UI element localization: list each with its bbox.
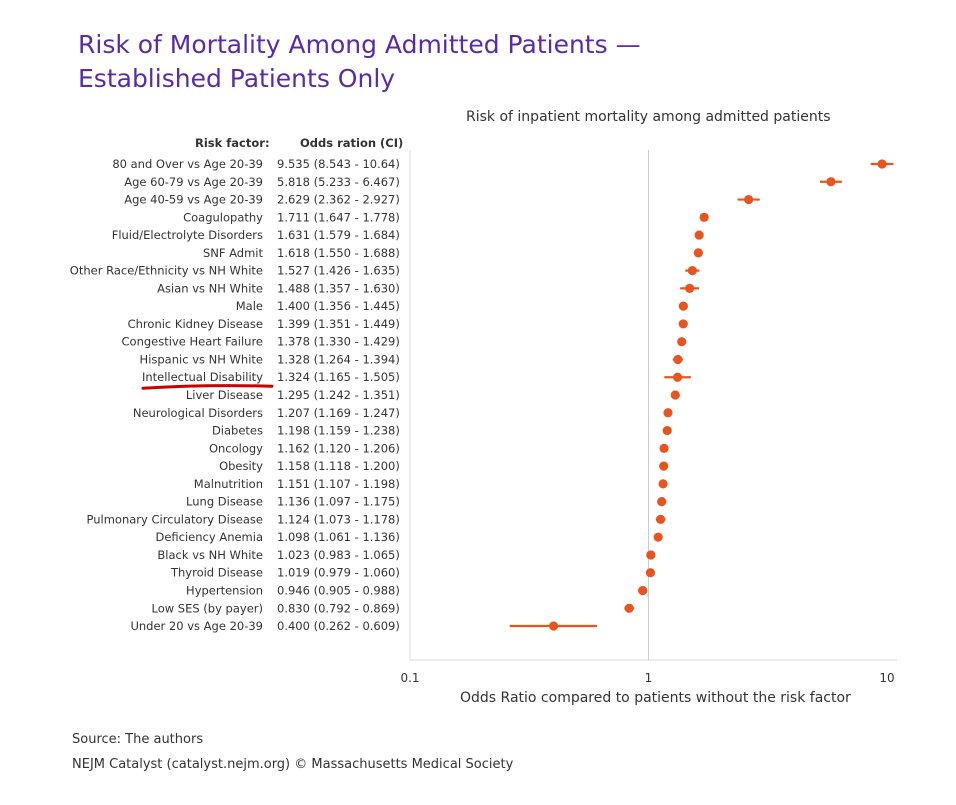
title-line-1: Risk of Mortality Among Admitted Patient… [78,30,641,59]
row-ci-text: 1.162 (1.120 - 1.206) [277,441,400,455]
row-label: Deficiency Anemia [155,530,263,544]
x-axis-label: Odds Ratio compared to patients without … [460,690,851,706]
row-ci-text: 5.818 (5.233 - 6.467) [277,175,400,189]
source-note: Source: The authors [72,732,204,747]
row-label: Diabetes [212,424,263,438]
row-ci-text: 0.830 (0.792 - 0.869) [277,601,400,615]
odds-ratio-point [744,194,754,205]
row-label: Liver Disease [186,388,263,402]
row-ci-text: 1.711 (1.647 - 1.778) [277,210,400,224]
row-ci-text: 1.136 (1.097 - 1.175) [277,495,400,509]
highlight-underline [141,384,274,390]
title-line-2: Established Patients Only [78,64,396,93]
odds-ratio-point [659,461,669,471]
row-label: Thyroid Disease [170,566,263,580]
row-ci-text: 1.328 (1.264 - 1.394) [277,352,400,366]
row-ci-text: 1.527 (1.426 - 1.635) [277,264,400,278]
odds-ratio-point [685,283,695,293]
row-ci-text: 1.295 (1.242 - 1.351) [277,388,400,402]
row-label: SNF Admit [203,246,264,260]
row-label: Lung Disease [186,495,263,509]
row-ci-text: 1.618 (1.550 - 1.688) [277,246,400,260]
row-ci-text: 1.124 (1.073 - 1.178) [277,512,400,526]
odds-ratio-point [678,319,688,329]
odds-ratio-point [687,266,697,276]
column-header-odds-ratio: Odds ration (CI) [300,136,404,150]
page-title: Risk of Mortality Among Admitted Patient… [78,28,641,96]
odds-ratio-point [826,177,836,187]
row-label: Coagulopathy [183,210,263,224]
row-ci-text: 1.023 (0.983 - 1.065) [277,548,400,562]
row-label: Obesity [219,459,263,473]
row-ci-text: 1.098 (1.061 - 1.136) [277,530,400,544]
chart-title: Risk of inpatient mortality among admitt… [466,109,831,125]
odds-ratio-point [673,354,683,365]
odds-ratio-point [678,301,688,311]
row-ci-text: 1.400 (1.356 - 1.445) [277,299,400,313]
odds-ratio-point [662,425,672,436]
odds-ratio-point [645,568,656,578]
odds-ratio-point [694,230,704,240]
odds-ratio-point [646,550,656,560]
row-label: Congestive Heart Failure [122,335,263,349]
odds-ratio-point [548,621,559,631]
x-tick-label: 0.1 [400,671,419,685]
row-ci-text: 9.535 (8.543 - 10.64) [277,157,400,171]
row-label: Under 20 vs Age 20-39 [130,619,263,633]
row-label: Male [236,299,263,313]
odds-ratio-point [638,585,648,596]
row-label: Age 60-79 vs Age 20-39 [124,175,263,189]
row-label: Neurological Disorders [133,406,263,420]
row-ci-text: 1.019 (0.979 - 1.060) [277,566,400,580]
row-label: Intellectual Disability [142,370,263,384]
row-label: Oncology [209,441,263,455]
odds-ratio-point [624,603,634,613]
row-label: Low SES (by payer) [151,601,263,615]
odds-ratio-point [657,497,667,507]
row-label: Pulmonary Circulatory Disease [87,512,264,526]
row-ci-text: 2.629 (2.362 - 2.927) [277,193,400,207]
row-label: Chronic Kidney Disease [128,317,263,331]
row-label: Age 40-59 vs Age 20-39 [124,193,263,207]
odds-ratio-point [659,443,669,453]
row-ci-text: 1.151 (1.107 - 1.198) [277,477,400,491]
x-tick-label: 1 [645,671,653,685]
row-ci-text: 1.488 (1.357 - 1.630) [277,281,400,295]
x-tick-label: 10 [879,671,894,685]
row-ci-text: 0.400 (0.262 - 0.609) [277,619,400,633]
row-ci-text: 1.158 (1.118 - 1.200) [277,459,400,473]
credit-note: NEJM Catalyst (catalyst.nejm.org) © Mass… [72,757,514,772]
row-label: Hispanic vs NH White [140,352,263,366]
odds-ratio-point [670,390,680,400]
row-label: Asian vs NH White [157,281,263,295]
odds-ratio-point [699,212,709,222]
row-label: Other Race/Ethnicity vs NH White [70,264,263,278]
row-ci-text: 0.946 (0.905 - 0.988) [277,583,400,597]
row-label: Hypertension [186,583,263,597]
row-label: Black vs NH White [157,548,263,562]
odds-ratio-point [693,248,703,258]
odds-ratio-point [653,532,663,542]
odds-ratio-point [656,514,666,525]
row-ci-text: 1.324 (1.165 - 1.505) [277,370,400,384]
odds-ratio-point [658,479,668,489]
odds-ratio-point [877,159,887,169]
row-ci-text: 1.378 (1.330 - 1.429) [277,335,400,349]
row-label: 80 and Over vs Age 20-39 [112,157,263,171]
odds-ratio-point [672,372,683,382]
row-ci-text: 1.399 (1.351 - 1.449) [277,317,400,331]
column-header-risk-factor: Risk factor: [195,136,270,150]
row-ci-text: 1.207 (1.169 - 1.247) [277,406,400,420]
row-ci-text: 1.631 (1.579 - 1.684) [277,228,400,242]
row-ci-text: 1.198 (1.159 - 1.238) [277,424,400,438]
odds-ratio-point [677,337,687,347]
odds-ratio-point [663,408,673,418]
row-label: Malnutrition [194,477,263,491]
row-label: Fluid/Electrolyte Disorders [112,228,263,242]
